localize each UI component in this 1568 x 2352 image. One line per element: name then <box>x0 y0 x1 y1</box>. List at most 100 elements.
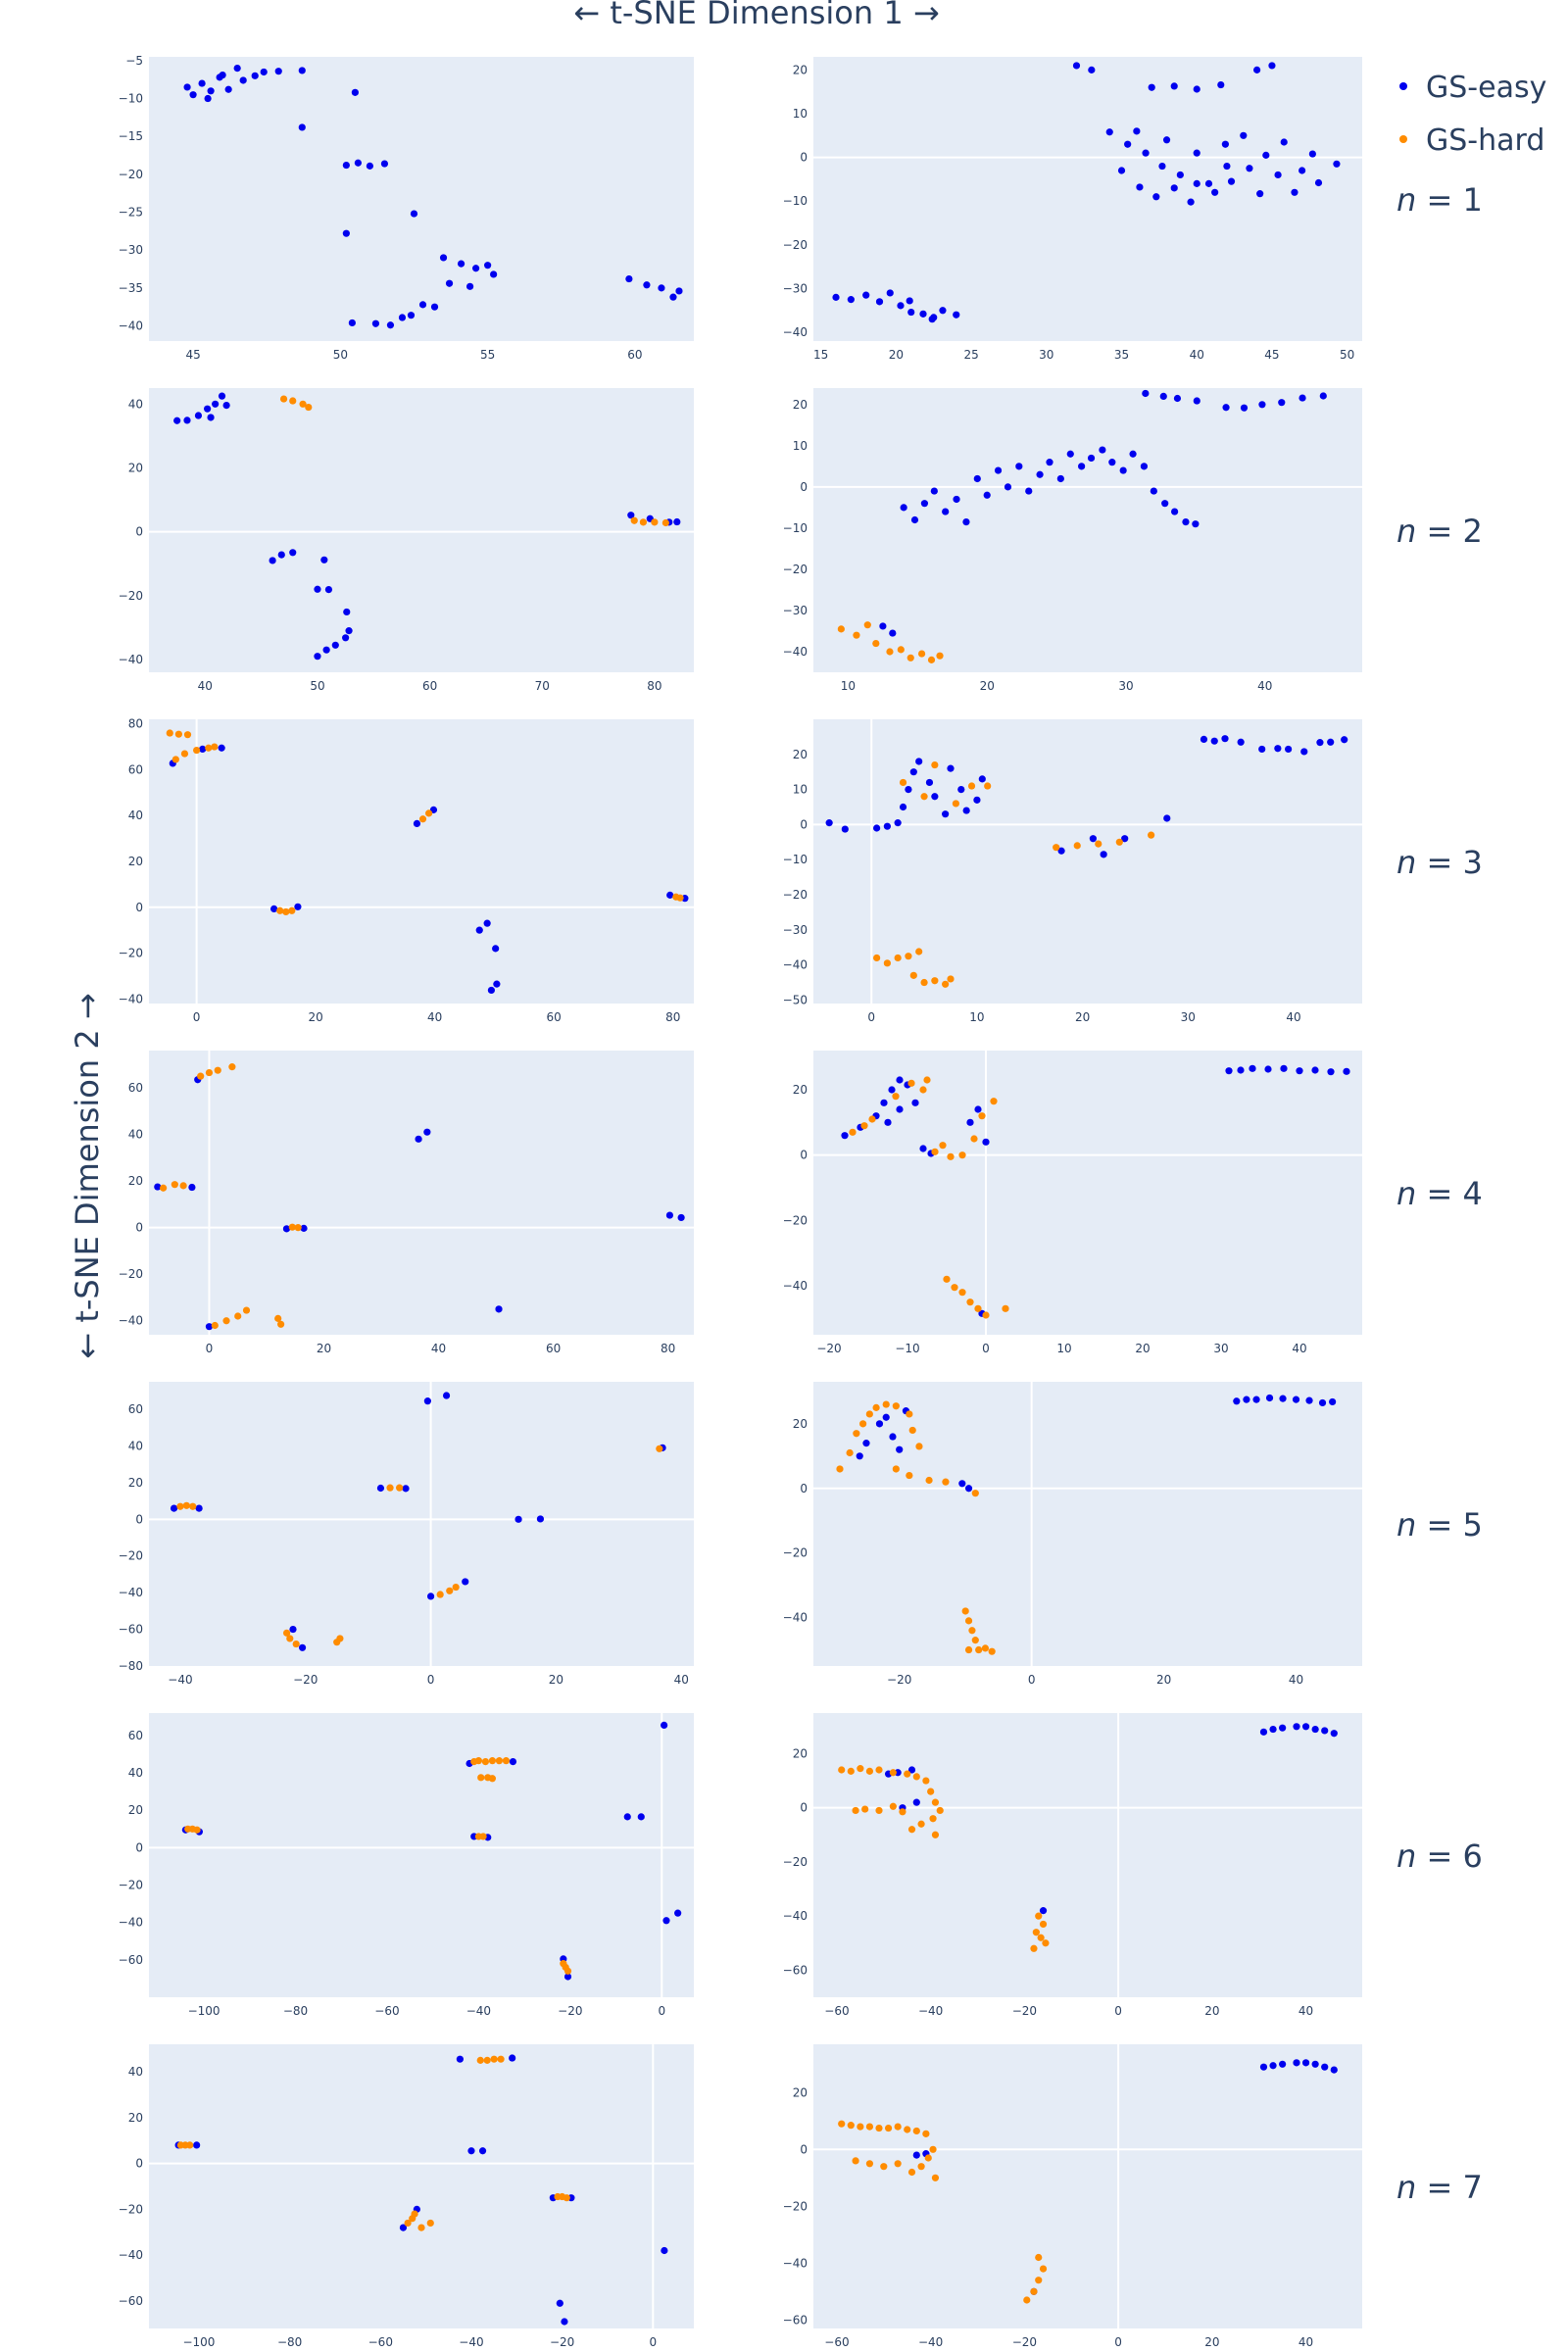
data-point-gs-easy <box>1087 454 1096 463</box>
data-point-gs-hard <box>865 2160 874 2168</box>
y-tick-label: −30 <box>783 281 808 295</box>
legend-item-gs-easy[interactable]: GS-easy <box>1399 71 1546 105</box>
data-point-gs-hard <box>847 2122 855 2130</box>
data-point-gs-easy <box>270 905 278 913</box>
data-point-gs-hard <box>299 400 307 408</box>
data-point-gs-easy <box>1279 2060 1287 2068</box>
y-tick-label: −40 <box>119 1314 143 1328</box>
data-point-gs-hard <box>931 977 939 985</box>
plot-background <box>813 388 1362 672</box>
x-tick-label: −20 <box>293 1673 318 1687</box>
data-point-gs-hard <box>880 2163 888 2171</box>
data-point-gs-hard <box>975 1645 983 1654</box>
data-point-gs-easy <box>637 1813 645 1821</box>
data-point-gs-hard <box>868 1115 876 1123</box>
data-point-gs-easy <box>442 1392 451 1399</box>
data-point-gs-hard <box>917 1820 925 1828</box>
data-point-gs-easy <box>1119 466 1127 474</box>
data-point-gs-hard <box>873 954 881 962</box>
data-point-gs-hard <box>906 1410 913 1418</box>
data-point-gs-hard <box>942 980 950 988</box>
legend-label: GS-easy <box>1426 71 1546 105</box>
data-point-gs-easy <box>1301 2059 1310 2067</box>
y-tick-label: −40 <box>119 1916 143 1930</box>
data-point-gs-hard <box>904 2126 911 2133</box>
data-point-gs-easy <box>661 2246 668 2255</box>
data-point-gs-hard <box>971 1637 979 1644</box>
data-point-gs-easy <box>1136 183 1144 191</box>
data-point-gs-hard <box>234 1312 242 1320</box>
data-point-gs-hard <box>970 1135 978 1143</box>
points <box>825 735 1348 988</box>
data-point-gs-easy <box>899 803 907 811</box>
y-tick-label: 0 <box>800 817 808 831</box>
data-point-gs-hard <box>282 907 290 916</box>
data-point-gs-easy <box>930 487 938 495</box>
data-point-gs-hard <box>639 518 648 526</box>
data-point-gs-easy <box>1330 2066 1338 2074</box>
data-point-gs-easy <box>1100 851 1107 858</box>
data-point-gs-easy <box>1240 131 1248 139</box>
data-point-gs-easy <box>1298 167 1306 174</box>
data-point-gs-hard <box>171 1181 178 1189</box>
data-point-gs-hard <box>838 2120 846 2128</box>
data-point-gs-hard <box>982 1311 990 1319</box>
y-tick-label: 60 <box>128 1729 143 1742</box>
legend-item-gs-hard[interactable]: GS-hard <box>1399 123 1544 158</box>
y-tick-label: −25 <box>119 206 143 220</box>
data-point-gs-easy <box>430 303 439 311</box>
data-point-gs-easy <box>1265 1394 1274 1402</box>
data-point-gs-easy <box>490 270 498 278</box>
data-point-gs-easy <box>218 744 225 752</box>
y-tick-label: −10 <box>783 853 808 866</box>
data-point-gs-hard <box>872 1403 880 1411</box>
data-point-gs-hard <box>927 656 936 663</box>
y-tick-label: −40 <box>783 1909 808 1923</box>
data-point-gs-hard <box>865 1767 874 1775</box>
data-point-gs-easy <box>415 1135 422 1143</box>
y-tick-label: −40 <box>119 319 143 333</box>
data-point-gs-easy <box>896 1076 904 1084</box>
data-point-gs-easy <box>897 302 905 310</box>
data-point-gs-easy <box>1311 1066 1319 1074</box>
row-label-n2: n = 2 <box>1396 513 1483 550</box>
data-point-gs-hard <box>305 403 313 412</box>
data-point-gs-easy <box>1264 1065 1272 1073</box>
x-tick-label: 80 <box>665 1010 680 1024</box>
data-point-gs-easy <box>219 71 226 79</box>
data-point-gs-easy <box>298 1643 307 1651</box>
data-point-gs-hard <box>160 1184 168 1192</box>
data-point-gs-hard <box>481 1758 490 1766</box>
data-point-gs-easy <box>994 466 1003 474</box>
data-point-gs-easy <box>888 1086 896 1094</box>
data-point-gs-easy <box>1171 508 1179 515</box>
legend[interactable]: GS-easy GS-hard <box>1399 71 1546 158</box>
data-point-gs-easy <box>856 1452 863 1460</box>
x-tick-label: 40 <box>1298 2004 1313 2018</box>
data-point-gs-hard <box>861 1805 869 1813</box>
y-tick-label: 20 <box>128 2111 143 2125</box>
y-tick-label: −20 <box>119 1267 143 1281</box>
data-point-gs-easy <box>194 412 203 419</box>
data-point-gs-hard <box>288 1223 296 1231</box>
data-point-gs-easy <box>1129 450 1137 458</box>
data-point-gs-easy <box>1291 188 1298 196</box>
data-point-gs-easy <box>298 123 306 131</box>
data-point-gs-easy <box>1211 188 1219 196</box>
x-tick-label: 0 <box>193 1010 201 1024</box>
y-tick-label: 0 <box>800 2142 808 2156</box>
data-point-gs-easy <box>399 2224 408 2231</box>
data-point-gs-hard <box>852 2157 859 2165</box>
x-tick-label: 20 <box>1204 2335 1219 2349</box>
data-point-gs-hard <box>907 1079 915 1087</box>
y-tick-label: 0 <box>800 151 808 165</box>
data-point-gs-hard <box>274 1314 282 1322</box>
row-label-n1: n = 1 <box>1396 181 1483 219</box>
data-point-gs-easy <box>289 1625 297 1634</box>
x-tick-label: −60 <box>824 2335 849 2349</box>
data-point-gs-easy <box>1015 463 1023 470</box>
plot-background <box>149 57 694 341</box>
y-tick-label: 40 <box>128 397 143 411</box>
x-tick-label: 40 <box>1257 679 1272 693</box>
scatter-panel-r4c2: −20 −10 0 10 20 30 40 −40 −20 0 20 <box>783 1051 1362 1355</box>
